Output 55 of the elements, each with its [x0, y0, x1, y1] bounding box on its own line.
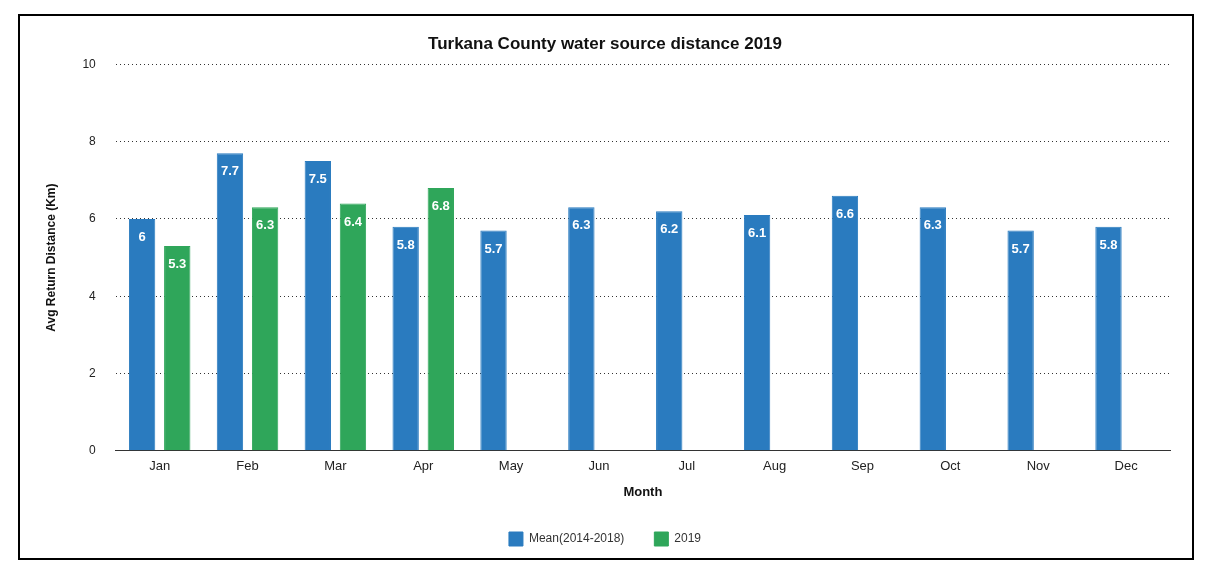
bar [831, 195, 859, 451]
x-tick-label: Mar [324, 458, 348, 474]
bar [216, 153, 244, 451]
x-tick-label: Feb [236, 458, 259, 474]
data-label: 6.6 [835, 205, 854, 221]
x-tick-label: Apr [413, 458, 435, 474]
data-label: 6.2 [660, 221, 679, 237]
bar [1095, 226, 1122, 451]
data-label: 6.4 [343, 213, 363, 229]
data-label: 6.3 [572, 217, 591, 233]
data-label: 5.8 [396, 236, 415, 252]
x-tick-label: May [498, 458, 524, 474]
y-tick-label: 4 [89, 288, 97, 303]
legend-label: 2019 [674, 531, 702, 546]
chart-title: Turkana County water source distance 2019 [428, 33, 782, 53]
y-tick-label: 0 [89, 443, 97, 458]
x-tick-label: Aug [763, 458, 787, 474]
y-tick-label: 6 [89, 211, 97, 226]
bar [480, 230, 507, 451]
data-label: 6.8 [431, 198, 450, 214]
data-label: 5.3 [168, 256, 187, 272]
x-tick-label: Sep [850, 458, 875, 474]
bar [392, 226, 419, 451]
y-tick-label: 8 [89, 133, 97, 148]
bar [919, 207, 946, 451]
bar [128, 218, 156, 451]
y-tick-label: 10 [82, 56, 97, 71]
bar [743, 215, 771, 451]
data-label: 7.5 [308, 171, 327, 187]
bar [164, 246, 191, 451]
x-tick-label: Oct [940, 458, 961, 474]
bar [1007, 230, 1034, 451]
x-tick-label: Jan [149, 458, 171, 474]
y-axis-title: Avg Return Distance (Km) [43, 183, 58, 332]
bar [568, 207, 595, 451]
x-tick-label: Nov [1026, 458, 1051, 474]
x-axis-title: Month [623, 483, 663, 499]
y-tick-label: 2 [89, 365, 97, 380]
data-label: 6.3 [923, 217, 942, 233]
legend-label: Mean(2014-2018) [528, 531, 625, 546]
data-label: 5.7 [1011, 240, 1030, 256]
x-tick-label: Jul [678, 458, 696, 474]
data-label: 6.3 [256, 217, 275, 233]
bar [339, 203, 367, 451]
x-tick-label: Dec [1114, 458, 1139, 474]
data-label: 5.8 [1099, 236, 1118, 252]
bar [427, 188, 454, 451]
data-label: 7.7 [220, 163, 239, 179]
bar [251, 207, 279, 451]
bar [304, 161, 331, 451]
data-label: 5.7 [484, 240, 503, 256]
x-tick-label: Jun [588, 458, 610, 474]
data-label: 6.1 [748, 225, 767, 241]
data-label: 6 [138, 229, 146, 245]
bar [656, 211, 683, 451]
